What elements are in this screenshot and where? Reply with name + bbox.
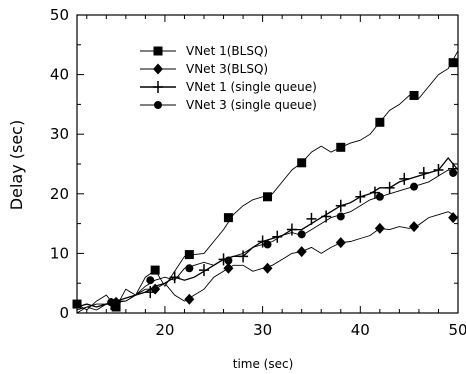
series-3-point: [433, 163, 444, 176]
series-3-point: [399, 172, 410, 185]
legend: VNet 1(BLSQ) VNet 3(BLSQ) VNet 1 (single q…: [140, 44, 317, 112]
series-2-point: [296, 246, 307, 258]
series-markers: [72, 58, 459, 312]
y-tick-label: 20: [50, 185, 69, 203]
legend-marker: [153, 81, 163, 93]
series-1-point: [184, 250, 194, 260]
legend-label: VNet 3 (single queue): [186, 98, 317, 112]
series-4-point: [410, 182, 419, 191]
series-1-point: [375, 117, 385, 127]
series-1-point: [223, 213, 233, 223]
series-1-point: [409, 90, 419, 100]
x-tick-label: 20: [155, 321, 174, 339]
series-4-point: [297, 230, 306, 239]
series-line-2: [76, 211, 459, 314]
y-axis: 0 10 20 30 40 50: [50, 6, 458, 322]
series-4-point: [185, 264, 194, 273]
series-2-point: [374, 222, 385, 234]
series-4-point: [336, 212, 345, 221]
series-3-point: [169, 271, 180, 284]
series-4-point: [263, 240, 272, 249]
legend-marker: [153, 46, 163, 56]
series-3-point: [335, 199, 346, 212]
series-2-point: [448, 212, 459, 224]
series-2-point: [184, 293, 195, 305]
legend-label: VNet 1 (single queue): [186, 80, 317, 94]
series-1-point: [448, 58, 458, 68]
legend-marker: [153, 63, 163, 75]
series-2-point: [335, 237, 346, 249]
series-line-3: [76, 156, 459, 308]
series-1-point: [263, 192, 272, 202]
y-tick-label: 50: [50, 6, 69, 24]
x-tick-label: 50: [448, 321, 466, 339]
series-4-point: [224, 256, 233, 265]
series-3-point: [238, 250, 249, 263]
series-2-point: [262, 262, 273, 274]
series-1-point: [297, 158, 307, 168]
series-3-point: [321, 210, 332, 223]
y-tick-label: 30: [50, 125, 69, 143]
series-3-point: [272, 230, 283, 243]
series-2-point: [409, 221, 420, 233]
series-3-point: [145, 286, 156, 299]
series-1-point: [150, 265, 160, 275]
legend-marker: [154, 101, 162, 109]
series-4-point: [146, 276, 155, 285]
legend-label: VNet 3(BLSQ): [186, 62, 268, 76]
series-4-point: [449, 168, 458, 177]
series-4-point: [107, 298, 116, 307]
y-tick-label: 40: [50, 66, 69, 84]
series-1-point: [336, 142, 346, 152]
series-4-point: [375, 192, 384, 201]
series-3-point: [384, 181, 395, 194]
series-3-point: [286, 223, 297, 236]
y-axis-title: Delay (sec): [7, 120, 26, 210]
series-1-point: [72, 299, 82, 309]
series-3-point: [355, 190, 366, 203]
series-3-point: [369, 186, 380, 199]
legend-label: VNet 1(BLSQ): [186, 44, 268, 58]
series-3-point: [306, 212, 317, 225]
x-axis-title: time (sec): [233, 357, 294, 371]
series-3-point: [199, 264, 209, 277]
x-tick-label: 30: [253, 321, 272, 339]
series-3-point: [418, 166, 429, 179]
y-tick-label: 0: [59, 304, 69, 322]
y-tick-label: 10: [50, 244, 69, 262]
series-2-point: [223, 262, 234, 274]
x-tick-label: 40: [351, 321, 370, 339]
x-axis: 20 30 40 50: [86, 15, 466, 339]
